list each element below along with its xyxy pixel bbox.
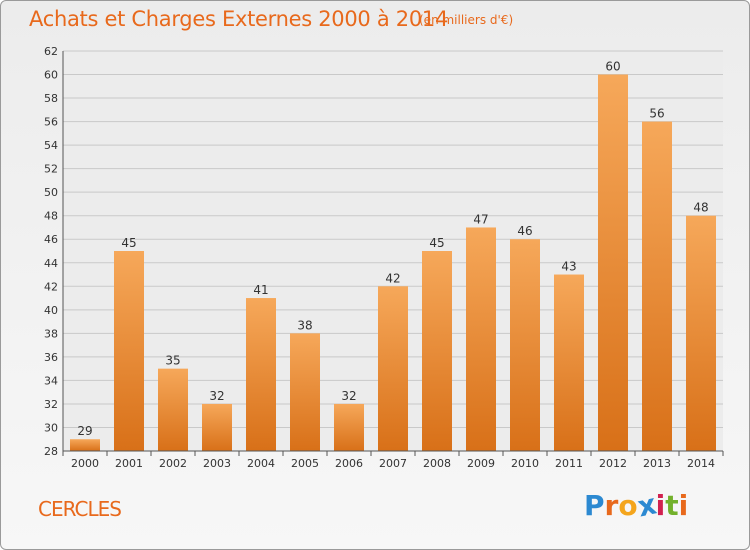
x-tick-label: 2007 [379,457,407,470]
bar [642,121,672,452]
y-tick-label: 46 [44,233,58,246]
commune-name: CERCLES [38,497,122,521]
bar [466,227,496,451]
y-tick-label: 28 [44,445,58,458]
y-tick-label: 42 [44,280,58,293]
bar [202,403,232,451]
y-tick-label: 34 [44,374,58,387]
bar-value-label: 47 [473,212,488,226]
logo-letter: r [604,489,619,522]
bar-value-label: 38 [297,318,312,332]
y-tick-label: 50 [44,186,58,199]
bar [70,439,100,451]
x-tick-label: 2003 [203,457,231,470]
bar [334,403,364,451]
bar-value-label: 60 [605,60,620,74]
x-tick-label: 2013 [643,457,671,470]
bar-value-label: 32 [341,389,356,403]
bar-value-label: 43 [561,260,576,274]
y-tick-label: 30 [44,421,58,434]
chart-title: Achats et Charges Externes 2000 à 2014 [29,7,449,31]
proxiti-logo: Proxiti [584,487,689,523]
y-tick-label: 40 [44,304,58,317]
x-tick-label: 2010 [511,457,539,470]
logo-letter: t [665,489,679,522]
bar-value-label: 56 [649,107,664,121]
bar-value-label: 35 [165,354,180,368]
bar [554,274,584,451]
logo-letter: P [584,489,605,522]
x-tick-label: 2006 [335,457,363,470]
x-tick-label: 2011 [555,457,583,470]
bar [686,215,716,451]
x-tick-label: 2000 [71,457,99,470]
y-tick-label: 38 [44,327,58,340]
bar-value-label: 45 [121,236,136,250]
bar [598,74,628,451]
x-tick-label: 2008 [423,457,451,470]
bar [378,286,408,451]
y-tick-label: 58 [44,92,58,105]
x-tick-label: 2005 [291,457,319,470]
bar-value-label: 29 [77,424,92,438]
x-tick-label: 2014 [687,457,715,470]
chart-subtitle: (en milliers d'€) [419,13,514,27]
x-tick-label: 2001 [115,457,143,470]
bar-value-label: 46 [517,224,532,238]
y-tick-label: 62 [44,45,58,58]
bar-value-label: 41 [253,283,268,297]
y-tick-label: 44 [44,257,58,270]
bar-value-label: 42 [385,271,400,285]
bar [422,251,452,451]
x-tick-label: 2009 [467,457,495,470]
bar [510,239,540,451]
y-tick-label: 52 [44,163,58,176]
bar [158,368,188,451]
y-tick-label: 56 [44,116,58,129]
y-tick-label: 54 [44,139,58,152]
bar [114,251,144,451]
logo-letter: i [655,489,666,522]
bar-value-label: 32 [209,389,224,403]
bar-value-label: 45 [429,236,444,250]
bar-value-label: 48 [693,201,708,215]
logo-letter: o [618,489,638,522]
bar [246,298,276,451]
y-tick-label: 36 [44,351,58,364]
logo-letter: i [678,489,689,522]
x-tick-label: 2012 [599,457,627,470]
y-tick-label: 48 [44,210,58,223]
bar [290,333,320,451]
x-tick-label: 2002 [159,457,187,470]
y-tick-label: 32 [44,398,58,411]
bar-chart: 28 30 32 34 36 38 40 42 44 46 48 50 52 54 56 58 60 62 29 20… [44,45,724,470]
x-tick-label: 2004 [247,457,275,470]
y-tick-label: 60 [44,69,58,82]
